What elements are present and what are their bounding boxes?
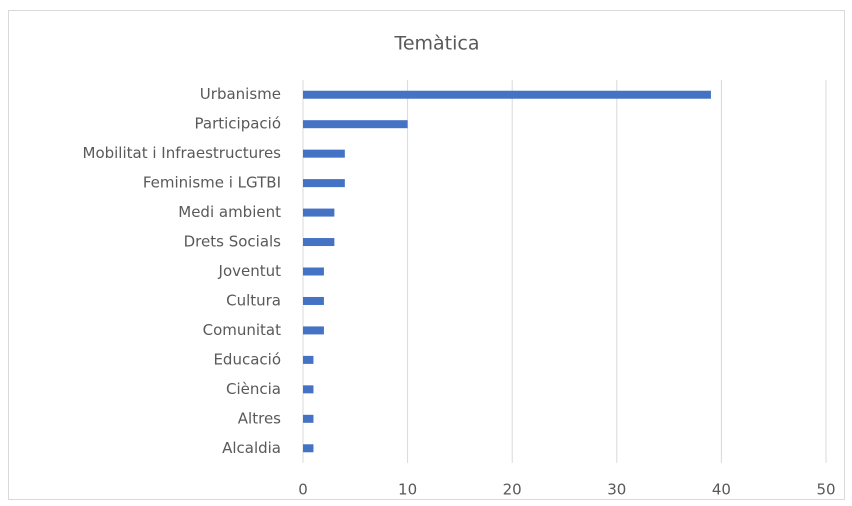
y-tick-label: Drets Socials bbox=[184, 233, 282, 251]
x-tick-label: 50 bbox=[816, 481, 835, 499]
bar bbox=[303, 90, 711, 99]
y-tick-label: Altres bbox=[238, 409, 281, 427]
x-tick-label: 0 bbox=[298, 481, 308, 499]
bar bbox=[303, 120, 408, 129]
x-tick-label: 30 bbox=[607, 481, 626, 499]
bar bbox=[303, 385, 314, 394]
y-tick-label: Medi ambient bbox=[178, 203, 281, 221]
y-tick-label: Feminisme i LGTBI bbox=[143, 174, 281, 192]
bar bbox=[303, 355, 314, 364]
x-tick-label: 40 bbox=[712, 481, 731, 499]
bar bbox=[303, 179, 345, 188]
y-tick-label: Joventut bbox=[218, 262, 282, 280]
y-tick-label: Mobilitat i Infraestructures bbox=[83, 144, 282, 162]
chart-title: Temàtica bbox=[393, 33, 479, 55]
bar bbox=[303, 267, 324, 276]
y-tick-label: Urbanisme bbox=[200, 85, 281, 103]
y-tick-label: Alcaldia bbox=[222, 439, 281, 457]
bar bbox=[303, 208, 335, 217]
bar bbox=[303, 414, 314, 423]
y-tick-label: Ciència bbox=[226, 380, 281, 398]
y-tick-label: Cultura bbox=[226, 291, 281, 309]
bar bbox=[303, 444, 314, 453]
bar bbox=[303, 238, 335, 247]
y-tick-label: Participació bbox=[195, 115, 282, 133]
x-tick-label: 10 bbox=[398, 481, 417, 499]
y-tick-label: Comunitat bbox=[203, 321, 282, 339]
bar bbox=[303, 326, 324, 335]
y-tick-label: Educació bbox=[213, 350, 281, 368]
chart-frame bbox=[8, 10, 845, 500]
x-tick-label: 20 bbox=[503, 481, 522, 499]
bar bbox=[303, 149, 345, 158]
bar bbox=[303, 296, 324, 305]
